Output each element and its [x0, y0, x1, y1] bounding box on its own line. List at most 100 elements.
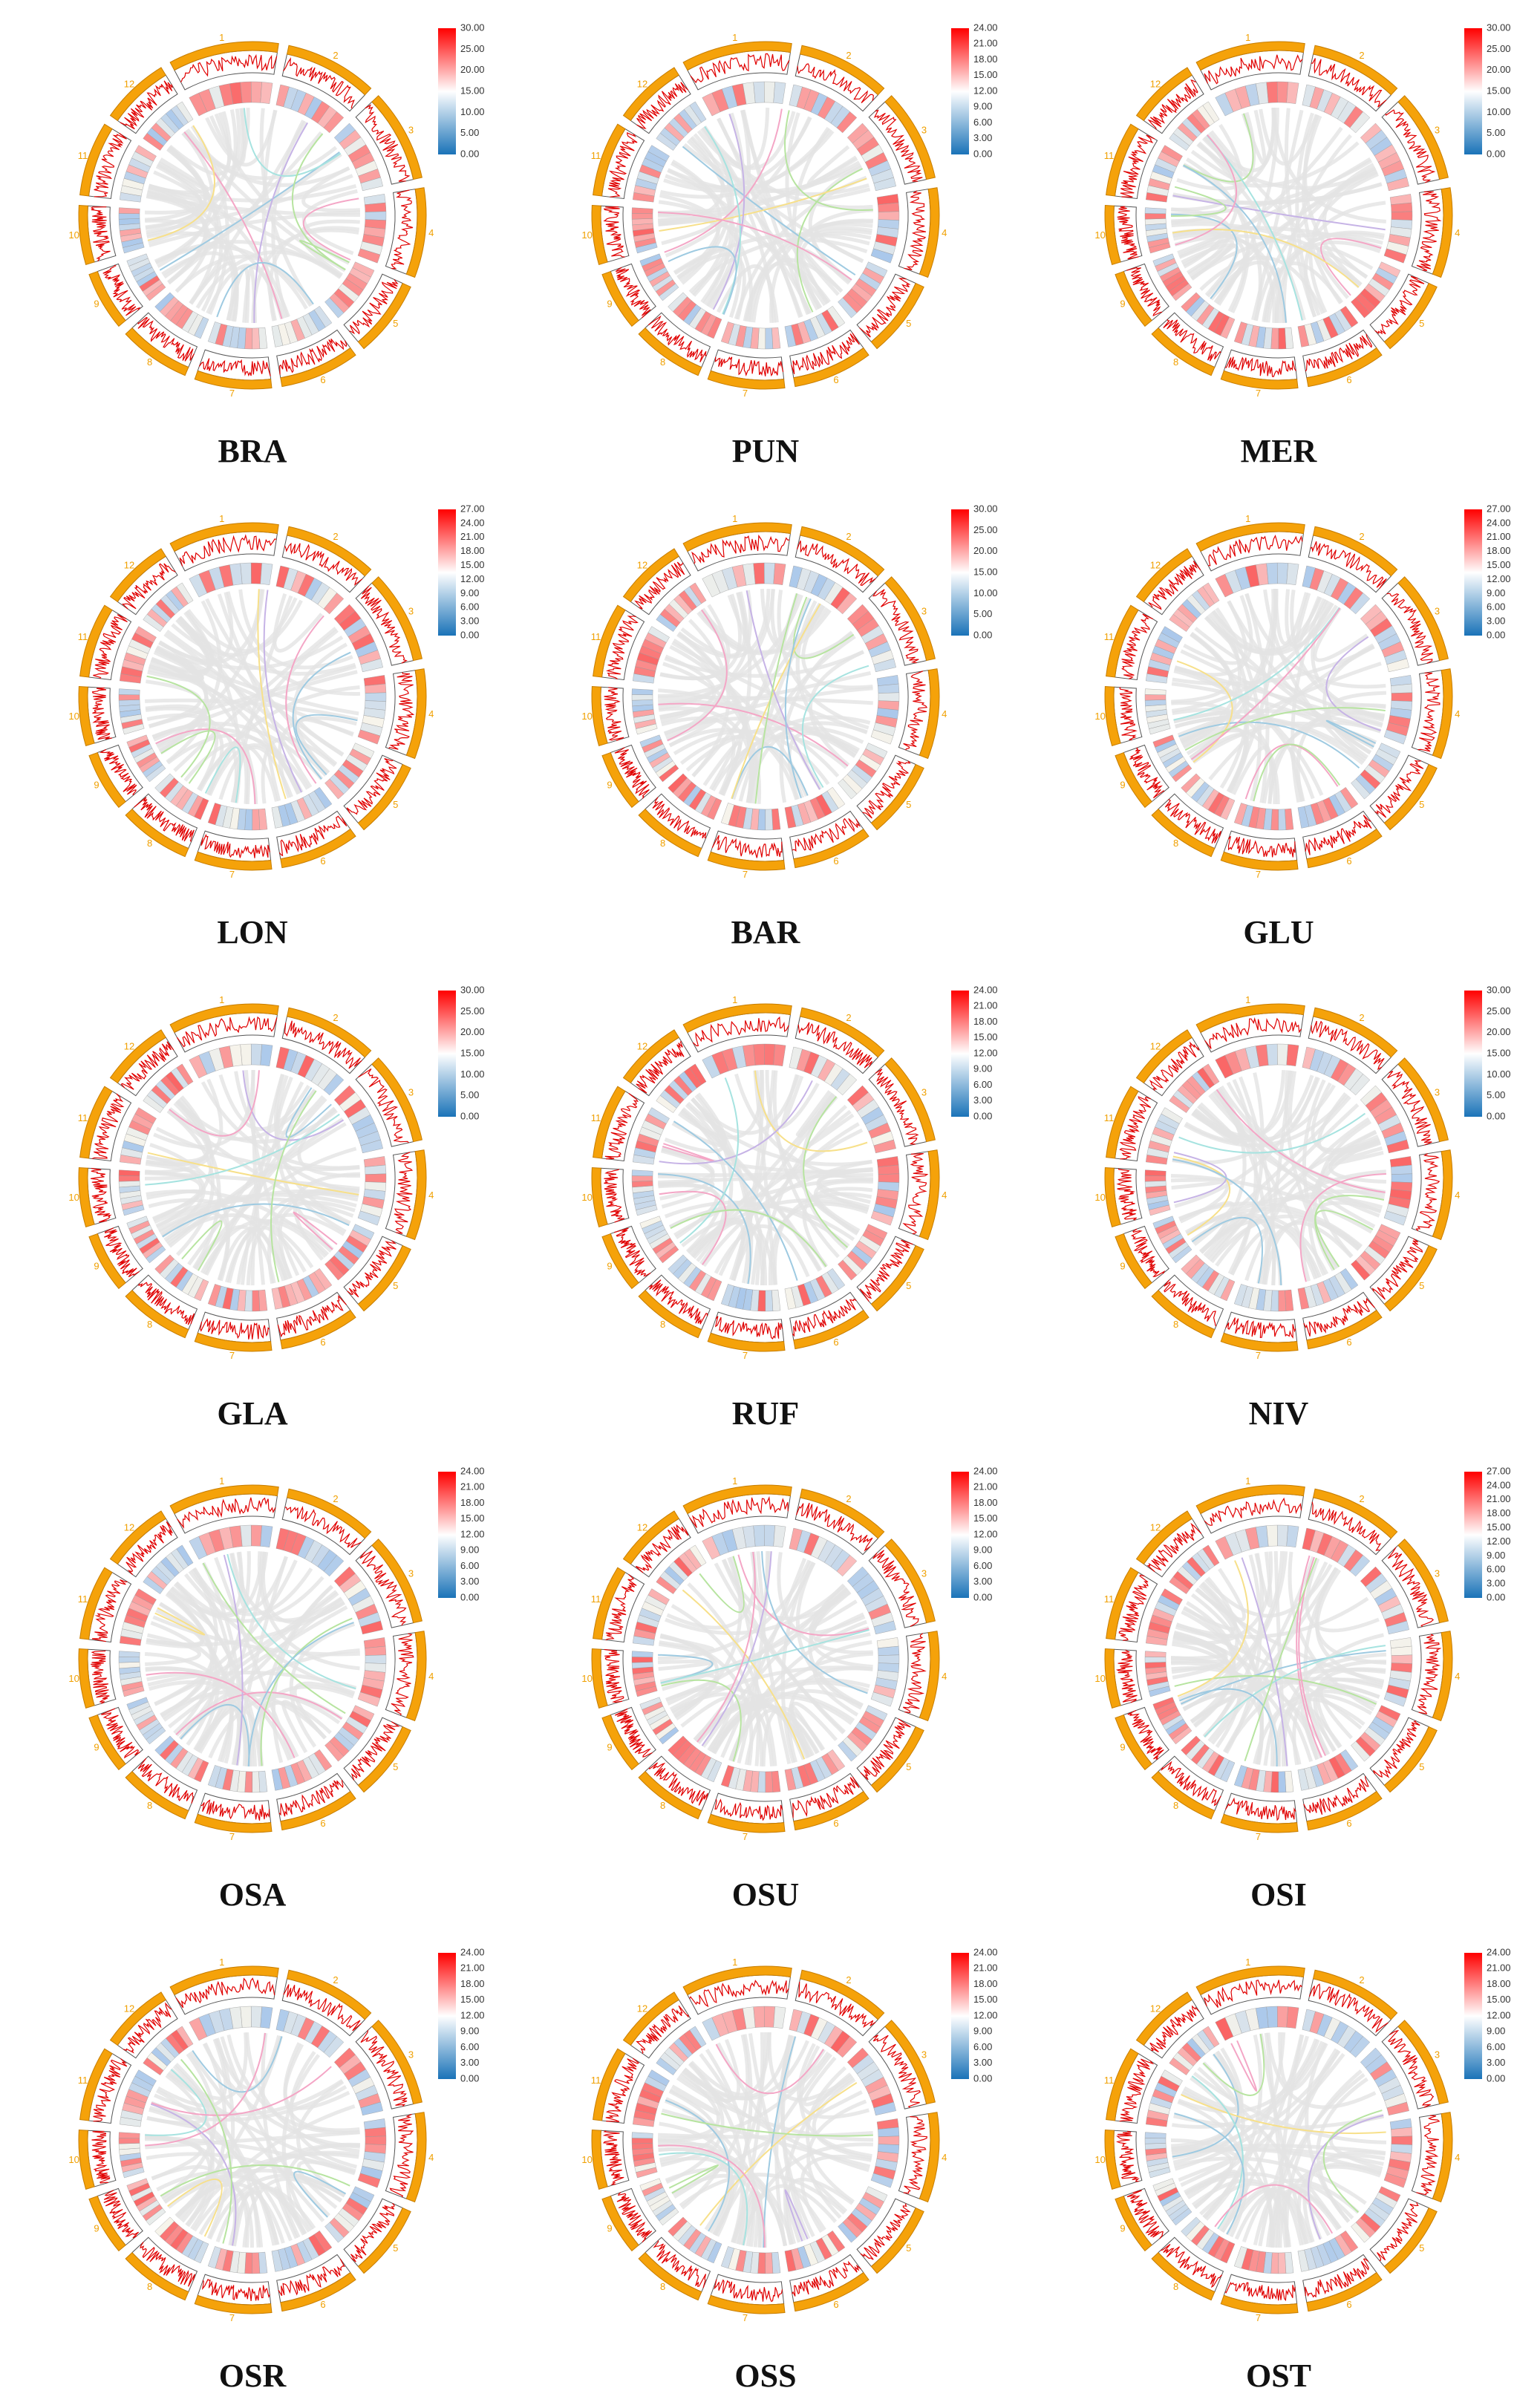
gene-link — [263, 590, 302, 793]
synteny-link — [151, 722, 324, 780]
synteny-link — [1190, 1593, 1275, 1766]
colorbar-label: 15.00 — [973, 1031, 998, 1043]
chromosome — [793, 347, 869, 388]
chromosome — [793, 1309, 869, 1350]
heatmap-cell — [631, 2138, 653, 2144]
chromosome-label: 5 — [393, 799, 398, 810]
synteny-link — [245, 2032, 360, 2153]
colorbar-label: 21.00 — [460, 1481, 485, 1492]
panel-label: OSR — [219, 2358, 287, 2394]
chromosome-label: 5 — [1419, 318, 1424, 329]
gene-link — [1177, 1560, 1249, 1697]
gene-link — [1320, 238, 1382, 296]
heatmap-cell — [250, 562, 262, 584]
chromosome — [622, 1510, 679, 1565]
gene-link — [1214, 2184, 1334, 2234]
heatmap-cell — [873, 1139, 896, 1154]
synteny-link — [146, 679, 202, 728]
heatmap-cell — [260, 1044, 273, 1066]
chromosome-label: 6 — [833, 1818, 838, 1829]
density-line — [283, 1984, 362, 2032]
colorbar-label: 6.00 — [973, 1079, 992, 1090]
synteny-link — [800, 2154, 872, 2234]
density-line — [648, 1762, 708, 1806]
chromosome — [682, 1965, 792, 1996]
density-line — [616, 2192, 653, 2242]
colorbar-label: 3.00 — [460, 2057, 479, 2068]
density-line — [872, 2035, 921, 2108]
colorbar — [951, 28, 969, 154]
chromosome-label: 12 — [1150, 1521, 1161, 1533]
chromosome-label: 5 — [906, 1761, 911, 1772]
density-line — [714, 2279, 783, 2303]
synteny-link — [1273, 1697, 1366, 1766]
synteny-link — [1192, 1095, 1351, 1247]
density-line — [652, 797, 707, 839]
chromosome — [109, 548, 166, 603]
synteny-link — [1315, 1568, 1384, 1686]
gene-link — [1314, 1195, 1385, 1270]
chromosome-label: 12 — [124, 2003, 134, 2014]
synteny-link — [797, 1092, 836, 1138]
gene-link — [704, 125, 742, 315]
gene-link — [292, 651, 351, 780]
chromosome-label: 10 — [581, 1673, 592, 1684]
colorbar-label: 6.00 — [460, 1560, 479, 1571]
heatmap-cell — [1266, 562, 1278, 584]
chromosome — [1115, 1714, 1152, 1771]
chromosome-label: 2 — [1359, 1974, 1364, 1986]
synteny-link — [683, 2067, 869, 2173]
synteny-link — [249, 1700, 332, 1767]
density-line — [138, 1282, 195, 1325]
heatmap-cell — [1161, 2069, 1183, 2086]
density-line — [1415, 1153, 1441, 1232]
colorbar-label: 0.00 — [460, 1110, 479, 1121]
heatmap-cell — [1202, 1063, 1220, 1086]
colorbar-label: 25.00 — [460, 43, 485, 54]
chromosome-label: 3 — [408, 125, 414, 136]
heatmap-cell — [207, 803, 221, 826]
panel-label: BRA — [218, 433, 287, 469]
chromosome-label: 11 — [78, 150, 88, 161]
colorbar-label: 25.00 — [460, 1005, 485, 1017]
heatmap-cell — [873, 1620, 896, 1635]
colorbar-label: 0.00 — [1487, 2072, 1505, 2084]
synteny-link — [301, 166, 360, 212]
chromosome-label: 5 — [393, 2242, 398, 2254]
heatmap-cell — [1386, 1139, 1409, 1154]
synteny-link — [1270, 2049, 1341, 2248]
chromosome-label: 8 — [1173, 2281, 1178, 2292]
colorbar-label: 3.00 — [973, 1094, 992, 1106]
chromosome-label: 3 — [1435, 606, 1440, 617]
gene-link — [167, 2178, 223, 2237]
chromosome-label: 1 — [219, 32, 224, 43]
chromosome-label: 9 — [94, 780, 99, 791]
synteny-link — [777, 590, 869, 730]
colorbar-label: 15.00 — [1487, 85, 1511, 96]
colorbar-label: 9.00 — [973, 1063, 992, 1074]
gene-link — [1170, 186, 1227, 218]
gene-link — [784, 2189, 809, 2242]
heatmap-cell — [1391, 2135, 1413, 2145]
synteny-link — [1177, 2100, 1248, 2238]
synteny-link — [1178, 238, 1235, 281]
chromosome — [1106, 123, 1139, 197]
synteny-link — [1327, 1138, 1382, 1162]
colorbar — [951, 1472, 969, 1598]
density-line — [360, 2030, 408, 2107]
colorbar-label: 21.00 — [973, 38, 998, 49]
synteny-link — [1178, 2159, 1231, 2187]
colorbar-label: 10.00 — [973, 587, 998, 598]
heatmap-cell — [126, 1216, 149, 1229]
panel-label: GLA — [217, 1395, 288, 1432]
gene-link — [291, 133, 346, 271]
heatmap-cell — [1286, 2006, 1299, 2029]
panel-label: GLU — [1243, 914, 1314, 950]
synteny-link — [218, 1074, 310, 1131]
gene-link — [293, 2170, 347, 2218]
colorbar-label: 24.00 — [973, 984, 998, 995]
chromosome-label: 5 — [906, 799, 911, 810]
density-line — [1149, 2005, 1200, 2053]
heatmap-cell — [784, 1768, 797, 1791]
